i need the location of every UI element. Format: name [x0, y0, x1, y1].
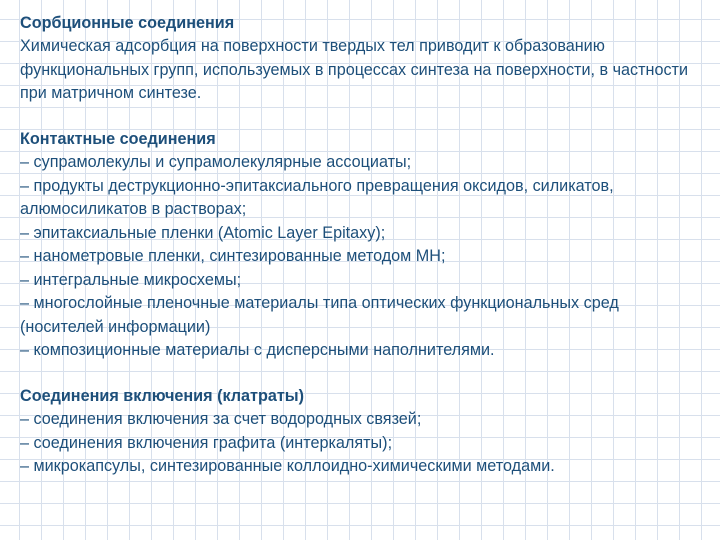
section-heading: Контактные соединения [20, 128, 700, 151]
list-item: – композиционные материалы с дисперсными… [20, 339, 700, 362]
list-item: – продукты деструкционно-эпитаксиального… [20, 175, 700, 222]
section-inclusion: Соединения включения (клатраты) – соедин… [20, 385, 700, 479]
list-item: – микрокапсулы, синтезированные коллоидн… [20, 455, 700, 478]
list-item: – эпитаксиальные пленки (Atomic Layer Ep… [20, 222, 700, 245]
section-sorption: Сорбционные соединения Химическая адсорб… [20, 12, 700, 106]
section-heading: Соединения включения (клатраты) [20, 385, 700, 408]
list-item: – многослойные пленочные материалы типа … [20, 292, 700, 339]
list-item: – супрамолекулы и супрамолекулярные ассо… [20, 151, 700, 174]
section-heading: Сорбционные соединения [20, 12, 700, 35]
list-item: – нанометровые пленки, синтезированные м… [20, 245, 700, 268]
slide-content: Сорбционные соединения Химическая адсорб… [0, 0, 720, 491]
section-body: Химическая адсорбция на поверхности твер… [20, 35, 700, 105]
section-contact: Контактные соединения – супрамолекулы и … [20, 128, 700, 363]
list-item: – соединения включения за счет водородны… [20, 408, 700, 431]
list-item: – соединения включения графита (интеркал… [20, 432, 700, 455]
list-item: – интегральные микросхемы; [20, 269, 700, 292]
